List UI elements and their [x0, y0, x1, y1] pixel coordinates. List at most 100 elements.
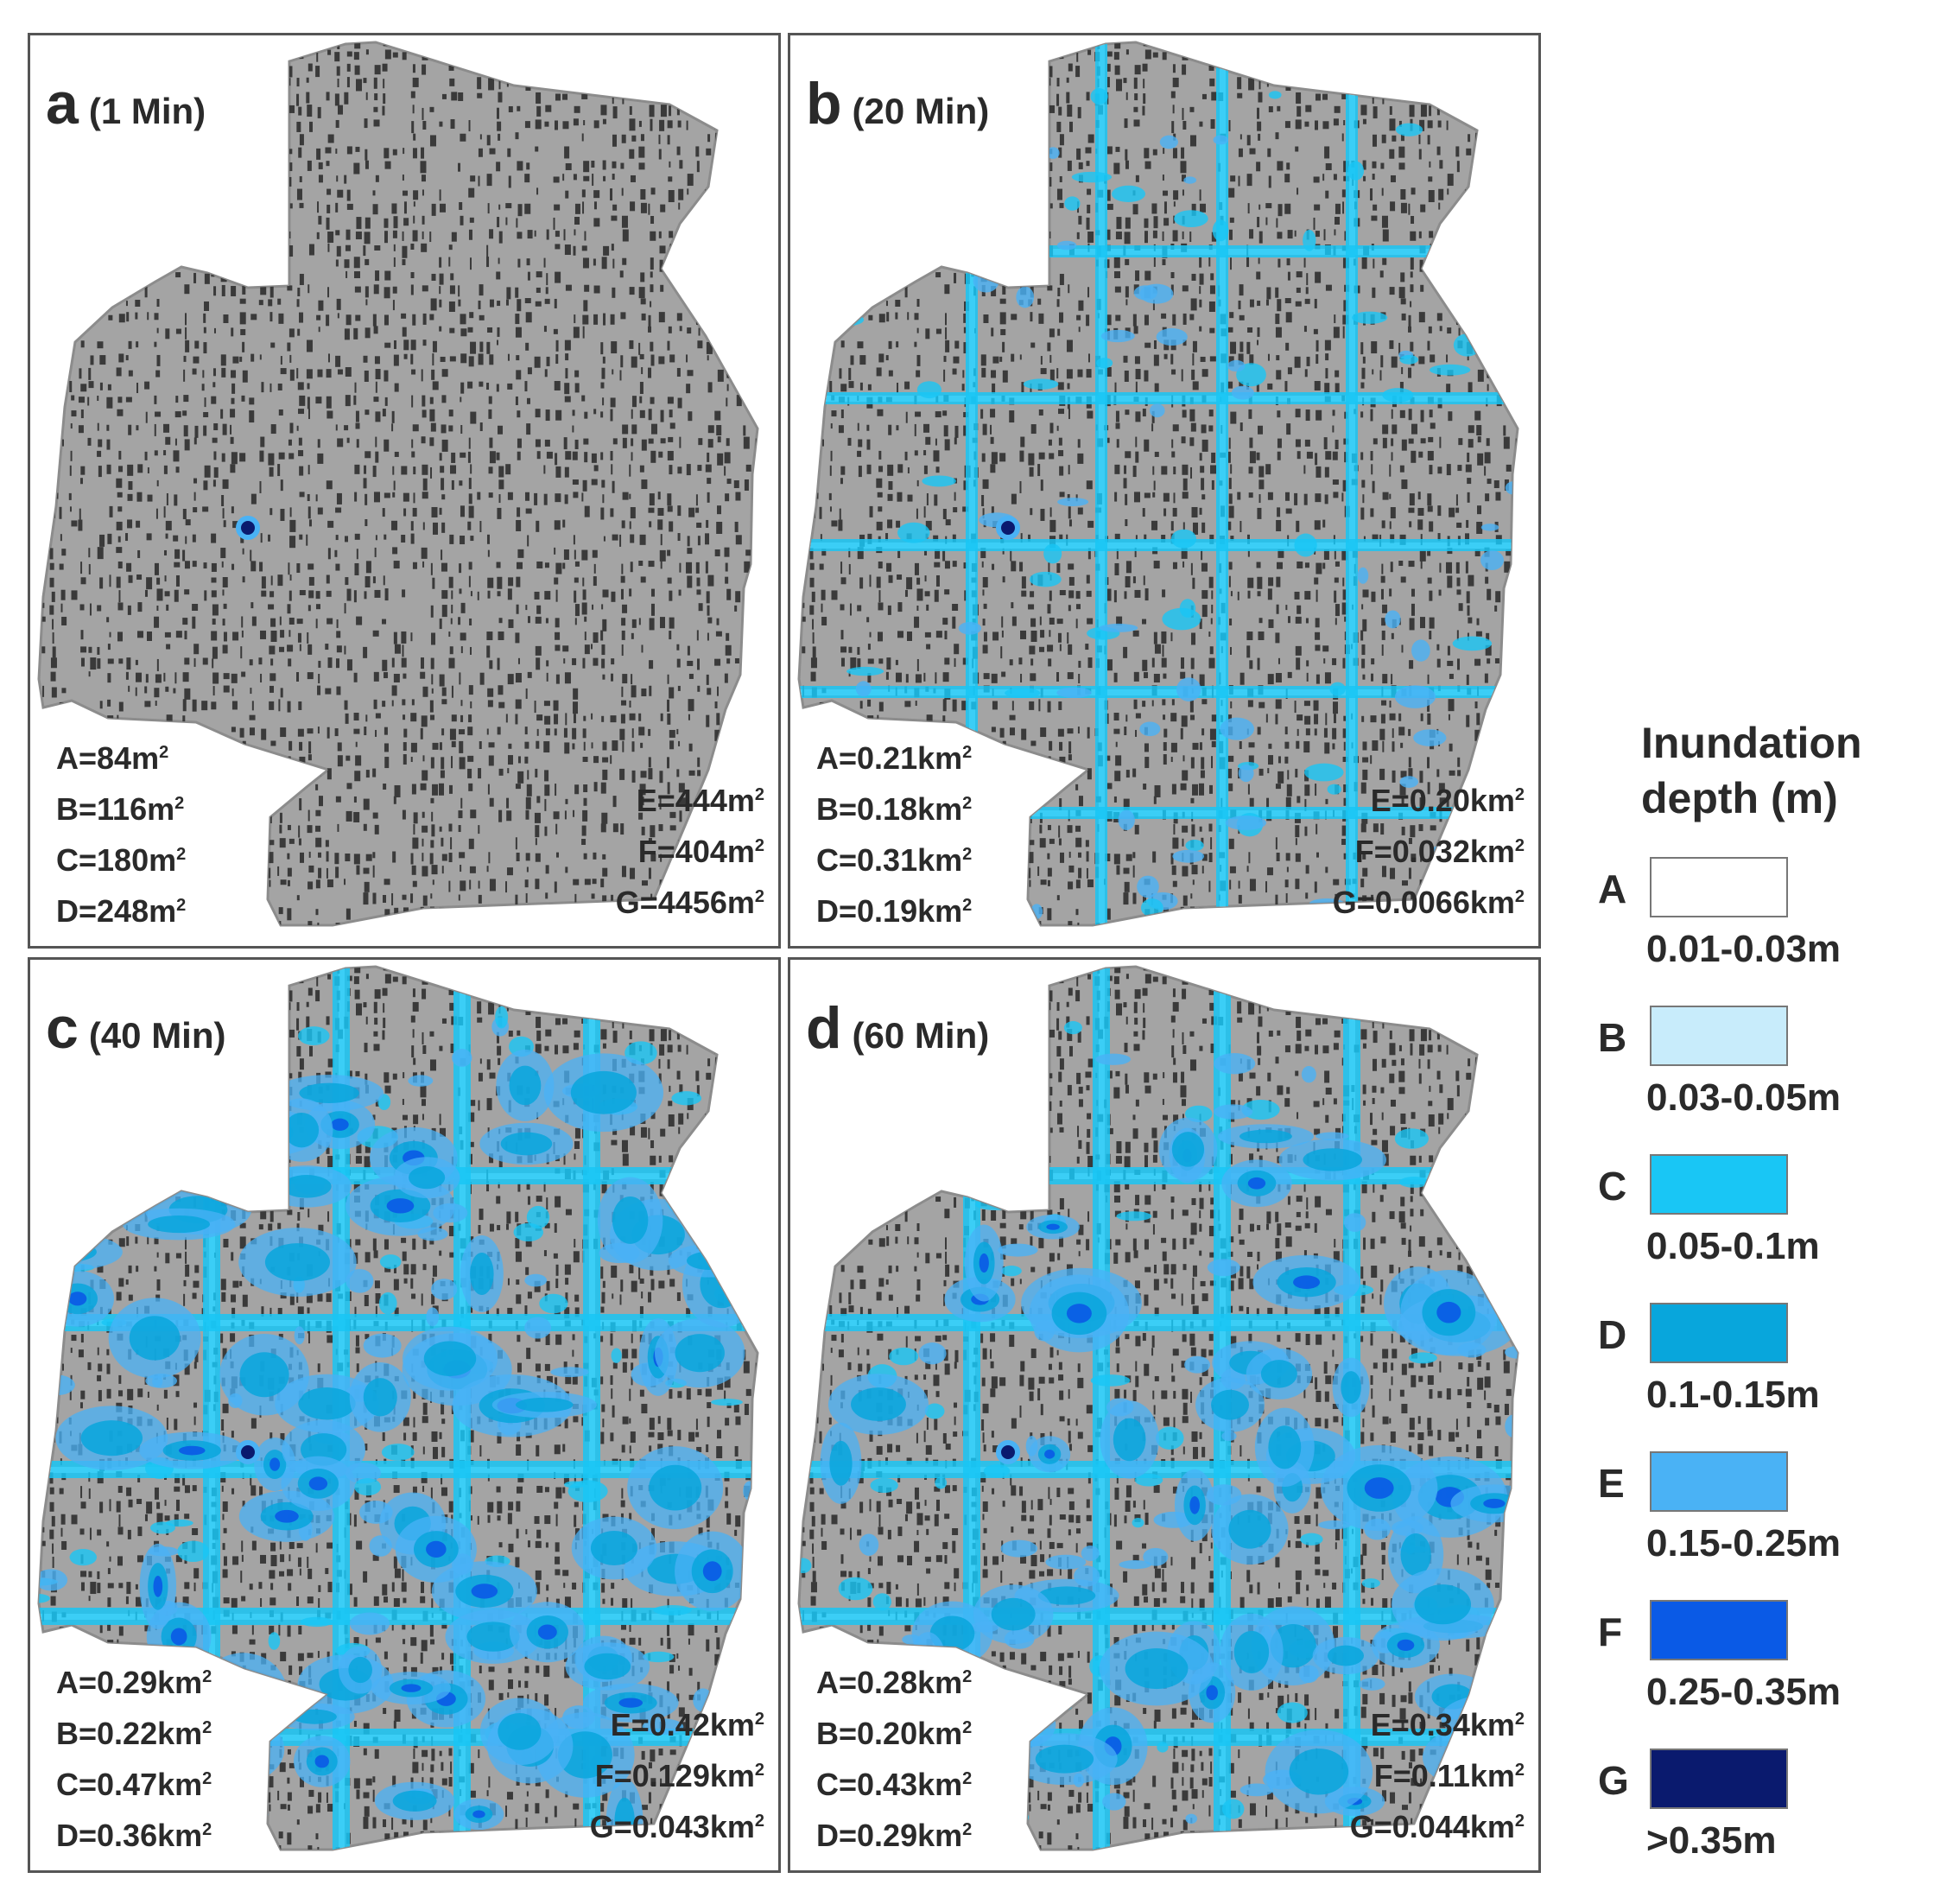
building [1354, 42, 1357, 47]
building [1056, 121, 1062, 132]
building [220, 204, 225, 214]
building [269, 162, 274, 168]
building [1153, 480, 1156, 491]
building [335, 923, 340, 925]
building [335, 119, 339, 128]
building [1512, 632, 1517, 638]
building [34, 217, 35, 227]
building [515, 632, 520, 644]
building [316, 51, 319, 62]
building [165, 520, 172, 530]
building [772, 383, 776, 389]
building [118, 701, 124, 712]
building [612, 258, 615, 269]
building [307, 644, 313, 655]
building [745, 671, 751, 683]
building [582, 728, 586, 739]
building [687, 229, 694, 238]
building [80, 577, 86, 585]
building [1390, 562, 1393, 573]
building [516, 519, 522, 531]
building [1438, 589, 1442, 596]
building [1411, 450, 1417, 463]
building [365, 854, 372, 861]
building [878, 466, 884, 473]
building [1475, 78, 1480, 86]
building [574, 229, 576, 236]
building [451, 714, 457, 722]
building [487, 549, 490, 557]
building [660, 438, 666, 444]
building [1116, 549, 1119, 560]
building [144, 285, 148, 298]
building [707, 605, 710, 616]
building [725, 576, 729, 584]
building [755, 244, 758, 250]
building [1447, 188, 1449, 195]
building [154, 616, 160, 628]
building [916, 508, 918, 519]
building [696, 522, 702, 528]
building [221, 838, 225, 849]
building [866, 464, 872, 474]
building [1504, 314, 1508, 321]
building [135, 312, 138, 320]
building [440, 770, 445, 778]
building [574, 217, 580, 225]
building [429, 314, 434, 321]
building [1114, 286, 1121, 293]
building [242, 42, 249, 47]
building [612, 480, 615, 493]
building [1360, 630, 1364, 641]
building [572, 49, 577, 60]
building [1142, 659, 1148, 671]
building [1295, 409, 1301, 418]
building [745, 714, 749, 726]
building [1257, 591, 1261, 597]
building [297, 728, 304, 737]
building [600, 507, 605, 520]
building [155, 674, 162, 683]
building [451, 590, 453, 600]
building [90, 232, 94, 238]
building [524, 741, 529, 749]
building [1002, 160, 1007, 167]
building [231, 285, 237, 296]
building [1297, 605, 1302, 614]
building [365, 575, 371, 587]
building [429, 106, 434, 112]
building [1476, 299, 1480, 308]
building [489, 451, 496, 464]
building [1277, 232, 1283, 239]
building [1191, 369, 1195, 380]
building [164, 631, 171, 638]
building [1457, 465, 1462, 472]
building [163, 160, 168, 170]
building [41, 727, 47, 739]
building [1401, 439, 1407, 451]
building [981, 494, 985, 506]
building [1532, 245, 1537, 252]
building [736, 701, 740, 709]
building [982, 423, 987, 435]
building [106, 397, 113, 409]
building [734, 271, 737, 281]
building [809, 52, 812, 59]
building [650, 284, 654, 293]
building [573, 64, 577, 73]
building [270, 342, 276, 348]
building [32, 175, 34, 186]
building [1401, 313, 1406, 321]
building [726, 314, 729, 326]
building [1304, 562, 1309, 568]
building [866, 424, 870, 431]
building [535, 146, 539, 152]
building [1515, 396, 1518, 406]
building [840, 657, 845, 667]
building [1087, 49, 1092, 55]
building [877, 216, 880, 229]
building [479, 937, 482, 949]
building [193, 356, 200, 364]
building [629, 464, 631, 477]
building [326, 851, 329, 862]
